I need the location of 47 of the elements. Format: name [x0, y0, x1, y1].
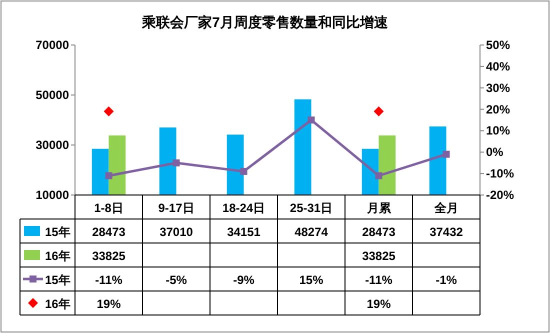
legend-label: 16年 [45, 297, 70, 311]
y-tick-label: 10000 [36, 188, 70, 202]
point [375, 172, 382, 180]
y-tick-label: 70000 [36, 38, 70, 52]
x-tick-label: 月累 [366, 201, 392, 215]
data-label: 19% [366, 297, 392, 311]
data-label: 28473 [92, 225, 126, 239]
y2-tick-label: 40% [486, 59, 510, 74]
y-tick-label: 30000 [36, 138, 70, 152]
point [442, 150, 450, 158]
chart-title: 乘联会厂家7月周度零售数量和同比增速 [141, 14, 389, 30]
y2-tick-label: 20% [486, 102, 510, 116]
data-label: 28473 [362, 225, 396, 239]
data-label: 33825 [92, 249, 126, 263]
legend-label: 15年 [45, 225, 70, 239]
data-label: -5% [166, 273, 188, 287]
data-label: 33825 [362, 249, 396, 263]
y2-tick-label: -20% [486, 188, 514, 202]
y2-tick-label: 10% [486, 124, 510, 138]
x-tick-label: 25-31日 [290, 201, 333, 215]
data-label: 37432 [430, 225, 464, 239]
data-label: -11% [365, 273, 393, 287]
x-tick-label: 18-24日 [222, 201, 266, 215]
y2-tick-label: -10% [486, 166, 514, 181]
legend-label: 15年 [45, 273, 70, 287]
data-label: 34151 [227, 225, 261, 239]
data-label: 15% [299, 273, 324, 287]
point [374, 106, 384, 116]
y2-tick-label: 30% [486, 80, 510, 95]
x-tick-label: 1-8日 [94, 201, 124, 215]
point [240, 168, 248, 175]
data-label: 37010 [160, 225, 194, 239]
point [308, 116, 315, 124]
data-label: -1% [436, 273, 458, 287]
x-tick-label: 全月 [433, 201, 458, 215]
point [105, 172, 112, 180]
y2-tick-label: 50% [486, 38, 510, 52]
data-label: 19% [96, 297, 122, 311]
y-tick-label: 50000 [36, 88, 70, 102]
legend-label: 16年 [45, 249, 70, 263]
data-label: 48274 [294, 225, 328, 239]
data-label: -9% [233, 273, 255, 287]
point [104, 106, 114, 116]
x-tick-label: 9-17日 [158, 201, 194, 215]
point [172, 159, 180, 166]
data-label: -11% [95, 273, 123, 287]
y2-tick-label: 0% [486, 145, 504, 160]
